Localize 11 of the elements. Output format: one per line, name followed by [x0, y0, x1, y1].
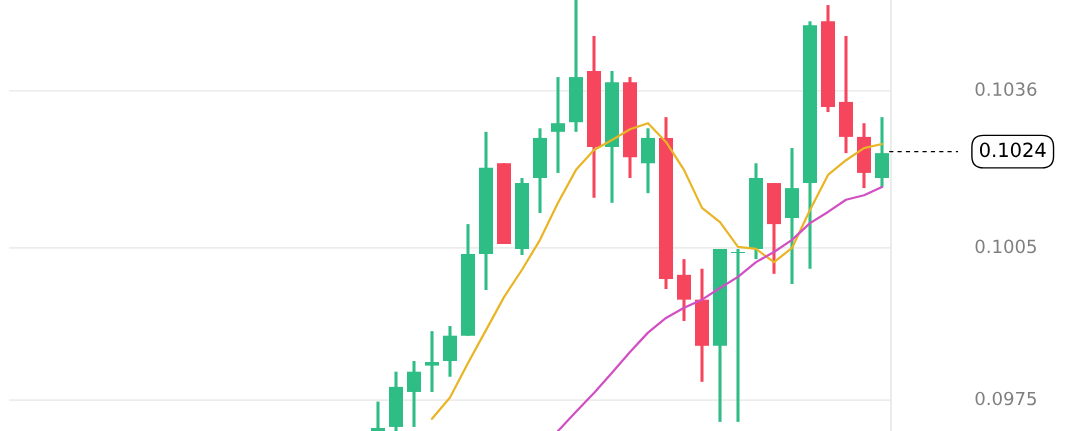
candlestick: [406, 361, 422, 427]
candlestick: [730, 247, 746, 422]
candlestick: [424, 331, 440, 392]
line-series: [556, 185, 884, 431]
candlestick: [370, 401, 386, 431]
line-series: [430, 122, 884, 420]
candlestick: [550, 77, 566, 173]
y-tick-label: 0.0975: [975, 391, 1036, 406]
ref-line-label: 0.1024: [979, 142, 1046, 158]
y-tick-label: 0.1036: [975, 82, 1037, 96]
y-tick-label: 0.1005: [975, 239, 1036, 254]
